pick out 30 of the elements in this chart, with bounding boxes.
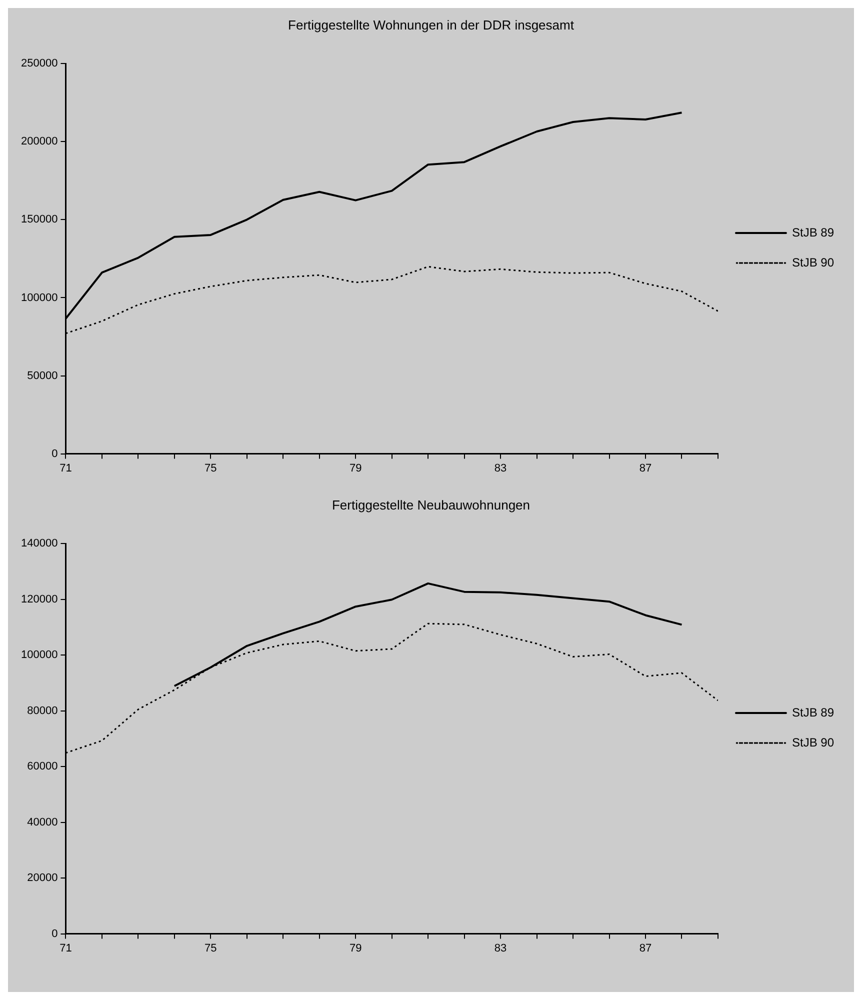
legend-label: StJB 90 bbox=[792, 255, 834, 270]
y-tick-label: 40000 bbox=[27, 816, 58, 828]
chart-title: Fertiggestellte Wohnungen in der DDR insgesamt bbox=[288, 17, 574, 32]
chart-title: Fertiggestellte Neubauwohnungen bbox=[332, 497, 530, 512]
y-tick-label: 100000 bbox=[20, 292, 58, 304]
y-tick-label: 0 bbox=[52, 448, 58, 460]
y-tick-label: 100000 bbox=[20, 649, 58, 662]
x-tick-label: 71 bbox=[60, 942, 72, 954]
x-tick-label: 75 bbox=[204, 462, 217, 474]
x-tick-label: 71 bbox=[60, 462, 72, 474]
y-tick-label: 80000 bbox=[27, 704, 58, 717]
legend-label: StJB 89 bbox=[792, 705, 834, 720]
y-tick-label: 50000 bbox=[27, 370, 58, 382]
y-tick-label: 120000 bbox=[20, 593, 58, 606]
y-tick-label: 150000 bbox=[20, 214, 58, 226]
x-tick-label: 79 bbox=[349, 462, 362, 474]
y-tick-label: 250000 bbox=[20, 58, 58, 70]
y-tick-label: 20000 bbox=[27, 872, 58, 884]
legend-label: StJB 90 bbox=[792, 735, 834, 750]
x-tick-label: 87 bbox=[639, 462, 652, 474]
x-tick-label: 83 bbox=[494, 462, 507, 474]
y-tick-label: 140000 bbox=[20, 538, 58, 550]
y-tick-label: 0 bbox=[52, 928, 58, 940]
y-tick-label: 60000 bbox=[27, 760, 58, 773]
y-tick-label: 200000 bbox=[20, 136, 58, 148]
legend-label: StJB 89 bbox=[792, 225, 834, 240]
x-tick-label: 87 bbox=[639, 942, 652, 954]
x-tick-label: 79 bbox=[349, 942, 362, 954]
x-tick-label: 75 bbox=[204, 942, 217, 954]
x-tick-label: 83 bbox=[494, 942, 507, 954]
